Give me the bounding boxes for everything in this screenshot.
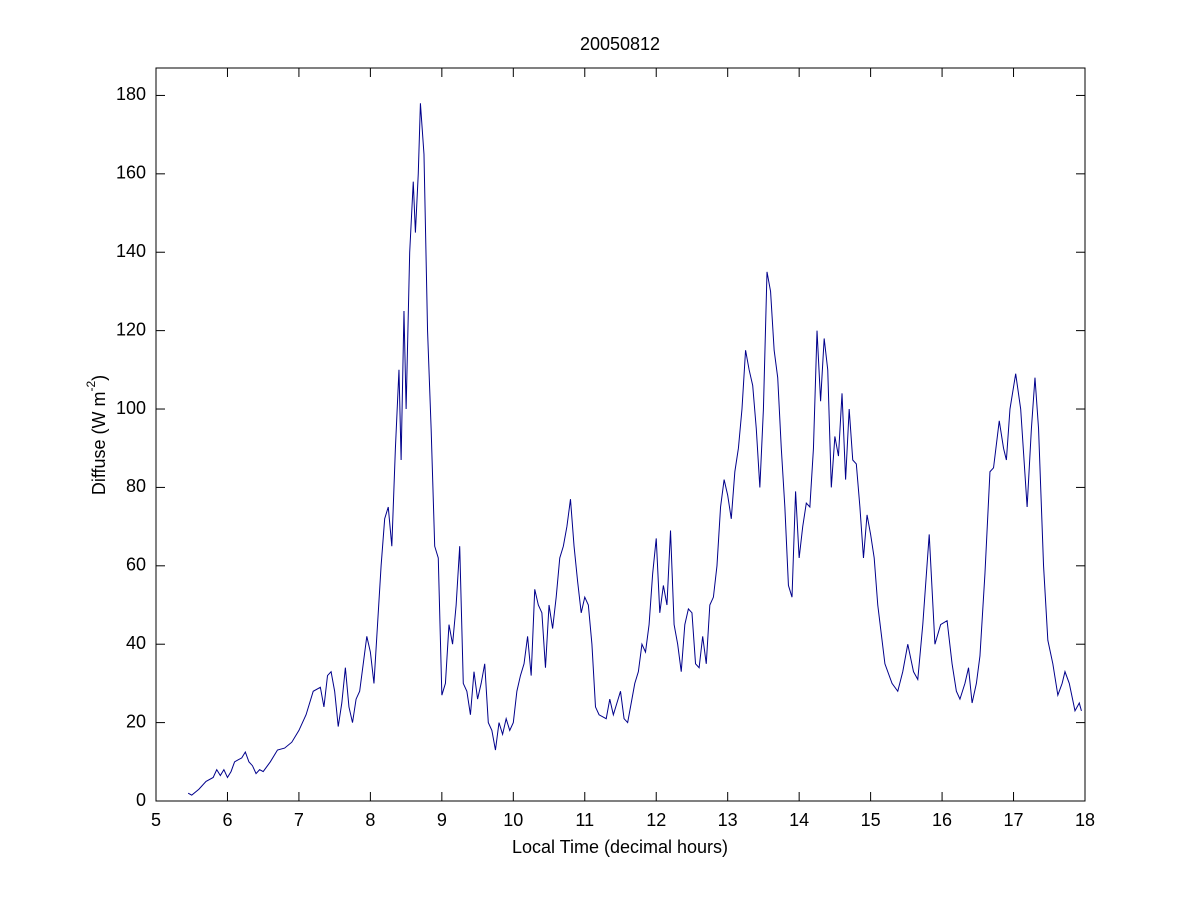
y-tick-label: 160	[116, 163, 146, 183]
x-tick-label: 8	[365, 810, 375, 830]
x-tick-label: 16	[932, 810, 952, 830]
y-axis-label-exponent: -2	[84, 380, 98, 391]
chart-title: 20050812	[580, 34, 660, 54]
x-tick-label: 7	[294, 810, 304, 830]
y-tick-label: 40	[126, 633, 146, 653]
x-tick-label: 9	[437, 810, 447, 830]
x-tick-label: 14	[789, 810, 809, 830]
x-tick-label: 5	[151, 810, 161, 830]
x-tick-label: 17	[1004, 810, 1024, 830]
x-tick-label: 15	[861, 810, 881, 830]
x-tick-label: 6	[222, 810, 232, 830]
y-tick-label: 140	[116, 241, 146, 261]
y-axis-label: Diffuse (W m-2)	[84, 375, 109, 495]
y-tick-label: 180	[116, 84, 146, 104]
axes-box	[155, 67, 1086, 802]
y-tick-label: 80	[126, 476, 146, 496]
x-tick-label: 10	[503, 810, 523, 830]
y-axis-label-main: Diffuse (W m	[89, 391, 109, 495]
y-tick-label: 20	[126, 711, 146, 731]
data-line	[187, 103, 1082, 796]
y-tick-label: 0	[136, 790, 146, 810]
x-tick-label: 13	[718, 810, 738, 830]
y-axis-label-close: )	[89, 375, 109, 381]
y-tick-label: 100	[116, 398, 146, 418]
x-tick-label: 11	[575, 810, 594, 830]
x-axis-label: Local Time (decimal hours)	[512, 837, 728, 857]
x-tick-label: 12	[646, 810, 666, 830]
y-tick-label: 120	[116, 319, 146, 339]
x-tick-label: 18	[1075, 810, 1095, 830]
y-tick-label: 60	[126, 555, 146, 575]
